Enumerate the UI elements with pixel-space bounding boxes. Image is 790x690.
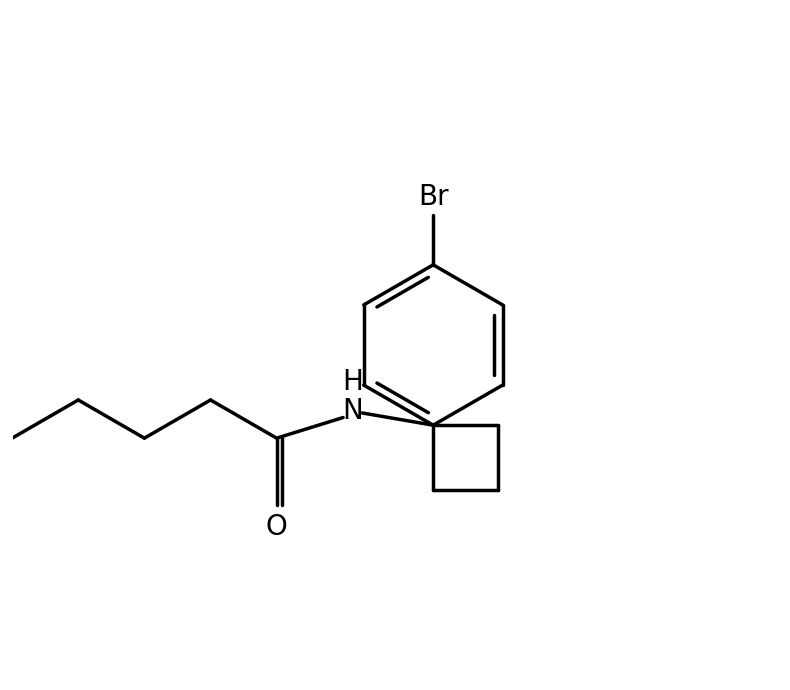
Text: Br: Br <box>418 184 449 211</box>
Text: H: H <box>343 368 363 396</box>
Text: O: O <box>265 513 288 541</box>
Text: N: N <box>343 397 363 426</box>
